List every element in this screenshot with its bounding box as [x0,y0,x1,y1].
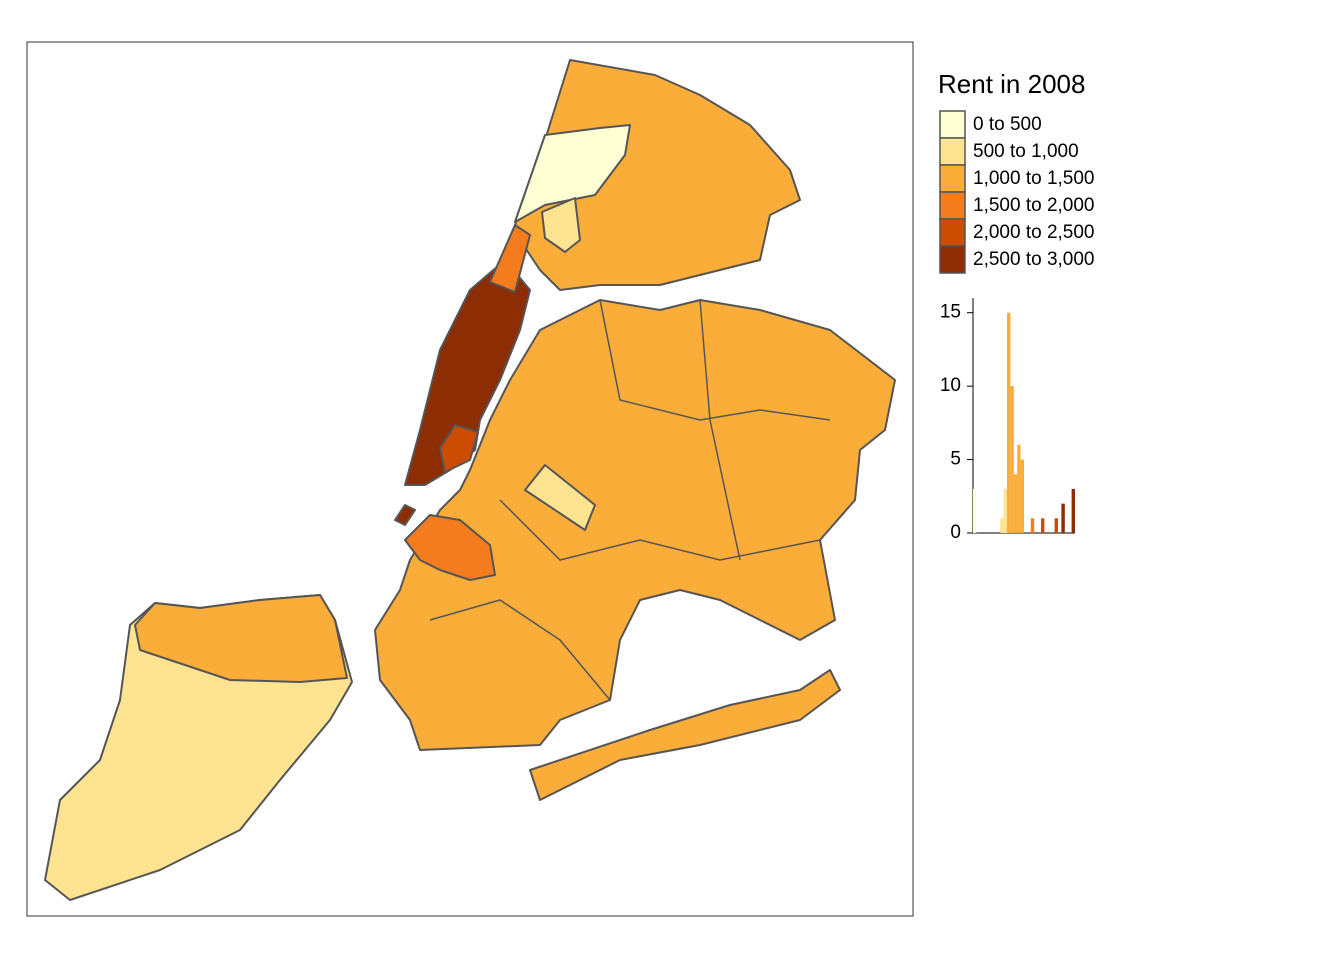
manhattan-east [439,424,479,473]
bar [1003,488,1007,533]
district-lines [429,599,611,701]
bar [1000,518,1004,533]
queens-district [524,464,596,531]
bronx-mid [541,197,581,253]
legend-label: 1,500 to 2,000 [973,195,1095,216]
legend-title: Rent in 2008 [938,69,1085,99]
bronx [514,59,801,291]
legend-label: 2,500 to 3,000 [973,249,1095,270]
staten-island-north [134,594,348,683]
legend-label: 0 to 500 [973,114,1042,135]
legend-label: 2,000 to 2,500 [973,222,1095,243]
legend-swatch [939,218,966,247]
legend-swatch [939,191,966,220]
manhattan-north [489,224,531,293]
histogram: 0 5 10 15 [940,298,1075,543]
bar [1061,503,1065,533]
bar [1007,312,1011,533]
bar [1017,444,1021,533]
legend: 0 to 500 500 to 1,000 1,000 to 1,500 1,500 … [939,110,1095,274]
queens-brooklyn [374,299,896,751]
legend-swatch [939,164,966,193]
legend-swatch [939,245,966,274]
bar [1071,488,1075,533]
bar [1041,518,1045,533]
map-frame [26,41,914,917]
y-tick-label: 10 [940,375,961,396]
bar [1020,459,1024,533]
bar [1030,518,1035,533]
legend-swatch [939,110,966,139]
bar [1010,386,1014,533]
y-tick-label: 15 [940,302,961,323]
map [44,59,896,901]
bar [1013,474,1018,533]
bar [1054,518,1058,533]
district-lines [499,499,821,561]
legend-swatch [939,137,966,166]
district-lines [599,299,831,421]
district-lines [699,299,741,561]
y-tick-label: 5 [950,449,961,470]
bronx-west [514,124,631,223]
rockaway [529,669,841,801]
legend-label: 500 to 1,000 [973,141,1079,162]
legend-label: 1,000 to 1,500 [973,168,1095,189]
y-tick-label: 0 [950,522,961,543]
bar [973,488,977,533]
brooklyn-district [404,514,496,581]
governors-island [394,504,416,526]
